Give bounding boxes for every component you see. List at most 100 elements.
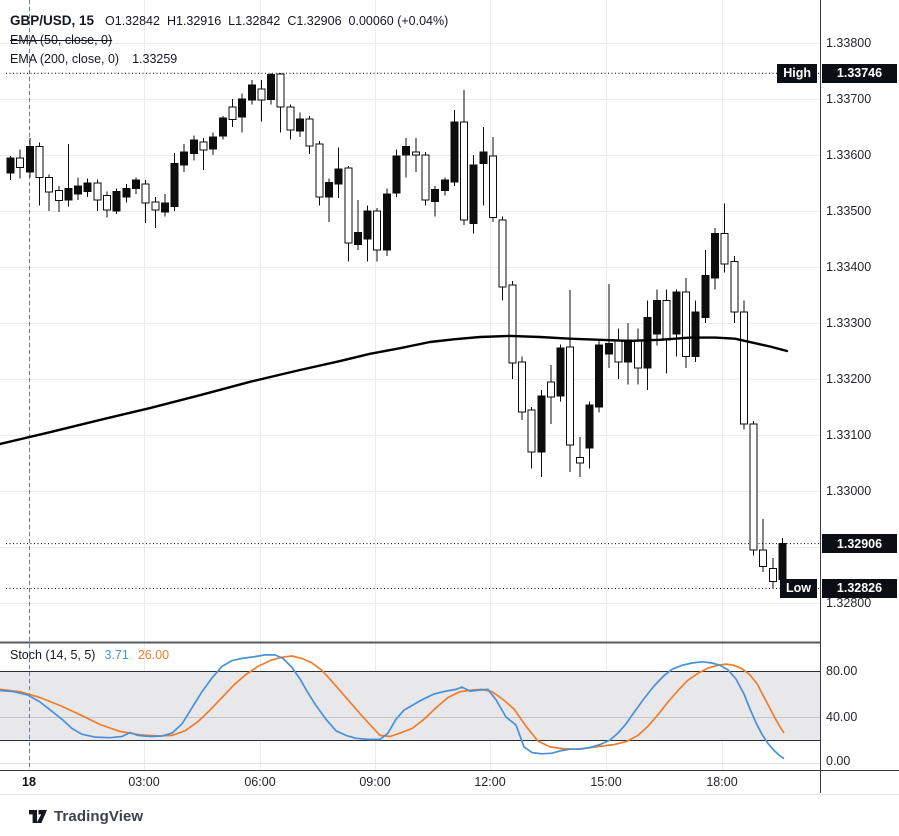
candle [440, 177, 449, 196]
candle [334, 147, 343, 199]
time-axis-label: 15:00 [590, 775, 622, 789]
candle [170, 152, 179, 211]
low-label-badge: Low [780, 578, 817, 598]
high-label-text: High [783, 66, 811, 81]
candle [489, 137, 497, 223]
symbol-title[interactable]: GBP/USD, 15 [10, 13, 95, 28]
candle [209, 132, 218, 155]
candle [604, 283, 613, 368]
time-axis-label: 12:00 [474, 775, 506, 789]
candle [83, 178, 92, 197]
candle [373, 208, 382, 262]
candle [585, 401, 594, 469]
ohlc-close: C1.32906 [287, 13, 342, 28]
price-axis[interactable]: 1.33800 1.33700 1.33600 1.33500 1.33400 1.333… [821, 0, 899, 770]
candle [759, 519, 768, 573]
price-axis-label: 1.33600 [826, 147, 872, 162]
candle [382, 188, 391, 256]
candle [228, 99, 237, 127]
candle [662, 289, 671, 374]
ema200-legend-row[interactable]: EMA (200, close, 0) 1.33259 [10, 49, 448, 68]
stoch-axis-label: 40.00 [826, 709, 858, 724]
high-label-badge: High [777, 63, 817, 83]
axis-borders [0, 0, 899, 795]
candle [546, 365, 555, 424]
price-axis-label: 1.33000 [826, 483, 872, 498]
stoch-d-line [0, 655, 785, 751]
high-price-badge: 1.33746 [822, 63, 897, 83]
candle [160, 194, 169, 217]
candle [103, 191, 111, 218]
candle [392, 149, 401, 197]
candle [624, 323, 633, 385]
stoch-label[interactable]: Stoch (14, 5, 5) [10, 648, 96, 662]
candle [35, 142, 44, 206]
stoch-legend-row[interactable]: Stoch (14, 5, 5) 3.71 26.00 [10, 648, 169, 662]
candle [720, 203, 729, 273]
low-price-badge: 1.32826 [822, 578, 897, 598]
candle [25, 138, 34, 178]
candle [653, 289, 662, 346]
ema50-legend-row[interactable]: EMA (50, close, 0) [10, 30, 448, 49]
stoch-axis-label: 80.00 [826, 663, 858, 678]
candle [556, 344, 565, 402]
stoch-axis-label: 0.00 [826, 753, 851, 768]
price-axis-label: 1.33100 [826, 427, 872, 442]
candle [778, 538, 787, 580]
symbol-legend-row[interactable]: GBP/USD, 15 O1.32842 H1.32916 L1.32842 C… [10, 11, 448, 30]
candle [315, 141, 324, 206]
candle [421, 152, 430, 206]
price-axis-label: 1.33200 [826, 371, 872, 386]
tradingview-logo[interactable]: TradingView [28, 806, 143, 826]
candle [218, 115, 227, 140]
candle [353, 199, 362, 251]
candle [54, 185, 63, 213]
candle [537, 390, 546, 477]
ema-200-line [0, 334, 789, 446]
candle [64, 143, 73, 207]
candle [180, 143, 189, 172]
candle [730, 255, 739, 323]
stoch-k-line [0, 654, 785, 760]
candle [710, 227, 719, 290]
time-axis-label: 03:00 [128, 775, 160, 789]
candle [324, 178, 333, 223]
candle [344, 166, 353, 262]
candle [739, 300, 748, 430]
candle [305, 115, 314, 154]
stoch-band [0, 670, 820, 764]
ema50-label[interactable]: EMA (50, close, 0) [10, 32, 113, 47]
candle [151, 197, 160, 228]
candle [74, 177, 83, 200]
time-axis[interactable]: 18 03:00 06:00 09:00 12:00 15:00 18:00 [0, 771, 899, 794]
ema200-label[interactable]: EMA (200, close, 0) [10, 51, 120, 66]
candle [566, 289, 575, 472]
candle [402, 138, 411, 178]
candle [643, 300, 652, 391]
time-axis-label: 09:00 [359, 775, 391, 789]
change-value: 0.00060 (+0.04%) [348, 13, 449, 28]
candle [595, 339, 604, 413]
candle [276, 73, 285, 133]
ohlc-high: H1.32916 [166, 13, 222, 28]
last-price-badge: 1.32906 [822, 534, 897, 554]
price-axis-label: 1.33400 [826, 259, 872, 274]
candles [6, 73, 787, 589]
candle [6, 156, 15, 181]
candle [247, 79, 256, 105]
time-axis-label: 06:00 [244, 775, 276, 789]
candle [112, 188, 121, 214]
candle [257, 79, 266, 122]
candle [749, 421, 758, 556]
candle [450, 110, 459, 186]
candle [296, 112, 304, 138]
candle [122, 184, 131, 203]
candle [768, 558, 777, 589]
candle [431, 185, 440, 217]
candle [267, 73, 276, 105]
candle [286, 104, 295, 140]
price-axis-label: 1.33800 [826, 35, 872, 50]
tradingview-logo-text: TradingView [54, 807, 144, 825]
